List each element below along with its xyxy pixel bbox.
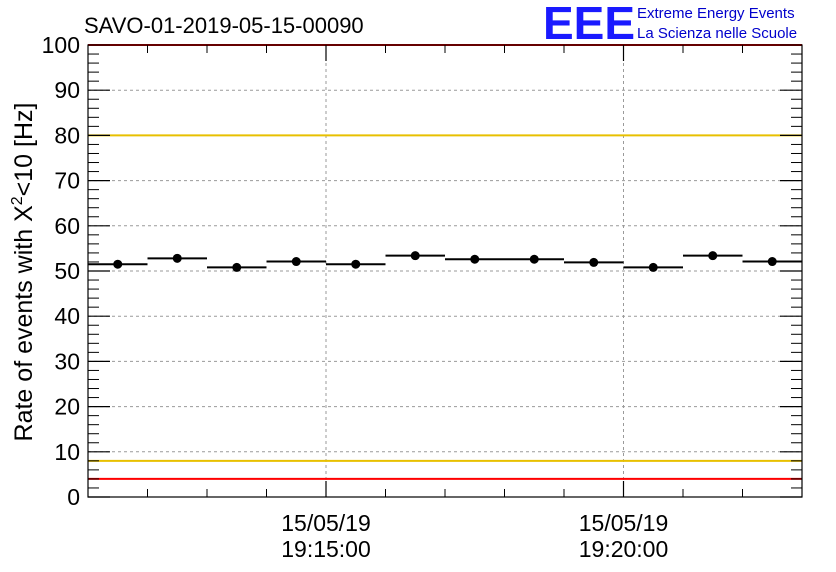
y-tick-label: 70 xyxy=(54,168,80,194)
logo-line-1: Extreme Energy Events xyxy=(637,5,795,22)
chart-title: SAVO-01-2019-05-15-00090 xyxy=(84,13,364,38)
x-tick-time: 19:20:00 xyxy=(579,536,669,562)
x-tick-date: 15/05/19 xyxy=(579,510,669,536)
y-tick-label: 50 xyxy=(54,258,80,284)
y-axis-label-sup: 2 xyxy=(9,196,26,205)
data-point xyxy=(767,257,777,267)
data-point xyxy=(291,257,301,267)
y-tick-label: 30 xyxy=(54,348,80,374)
y-tick-labels: 0 10 20 30 40 50 60 70 80 90 100 xyxy=(42,32,80,510)
data-point xyxy=(172,253,182,263)
data-point xyxy=(351,259,361,269)
y-tick-label: 10 xyxy=(54,439,80,465)
y-tick-label: 40 xyxy=(54,303,80,329)
y-axis-label-main: Rate of events with X xyxy=(10,205,38,442)
data-point xyxy=(470,254,480,264)
grid xyxy=(88,45,802,497)
y-tick-label: 80 xyxy=(54,122,80,148)
data-points xyxy=(88,251,802,272)
x-tick-date: 15/05/19 xyxy=(281,510,371,536)
y-axis-label-tail: <10 [Hz] xyxy=(10,103,38,197)
eee-logo: EEE Extreme Energy Events La Scienza nel… xyxy=(543,0,797,49)
y-tick-label: 60 xyxy=(54,213,80,239)
data-point xyxy=(648,262,658,272)
data-point xyxy=(589,257,599,267)
logo-line-2: La Scienza nelle Scuole xyxy=(637,25,797,42)
data-point xyxy=(232,262,242,272)
logo-mark: EEE xyxy=(543,0,635,49)
data-point xyxy=(113,259,123,269)
y-tick-label: 100 xyxy=(42,32,80,58)
x-tick-time: 19:15:00 xyxy=(281,536,371,562)
data-point xyxy=(708,251,718,261)
y-tick-label: 90 xyxy=(54,77,80,103)
y-tick-label: 0 xyxy=(67,484,80,510)
y-axis-label: Rate of events with X2<10 [Hz] xyxy=(9,103,38,442)
data-point xyxy=(410,251,420,261)
data-point xyxy=(529,254,539,264)
reference-lines xyxy=(88,44,802,480)
y-tick-label: 20 xyxy=(54,394,80,420)
